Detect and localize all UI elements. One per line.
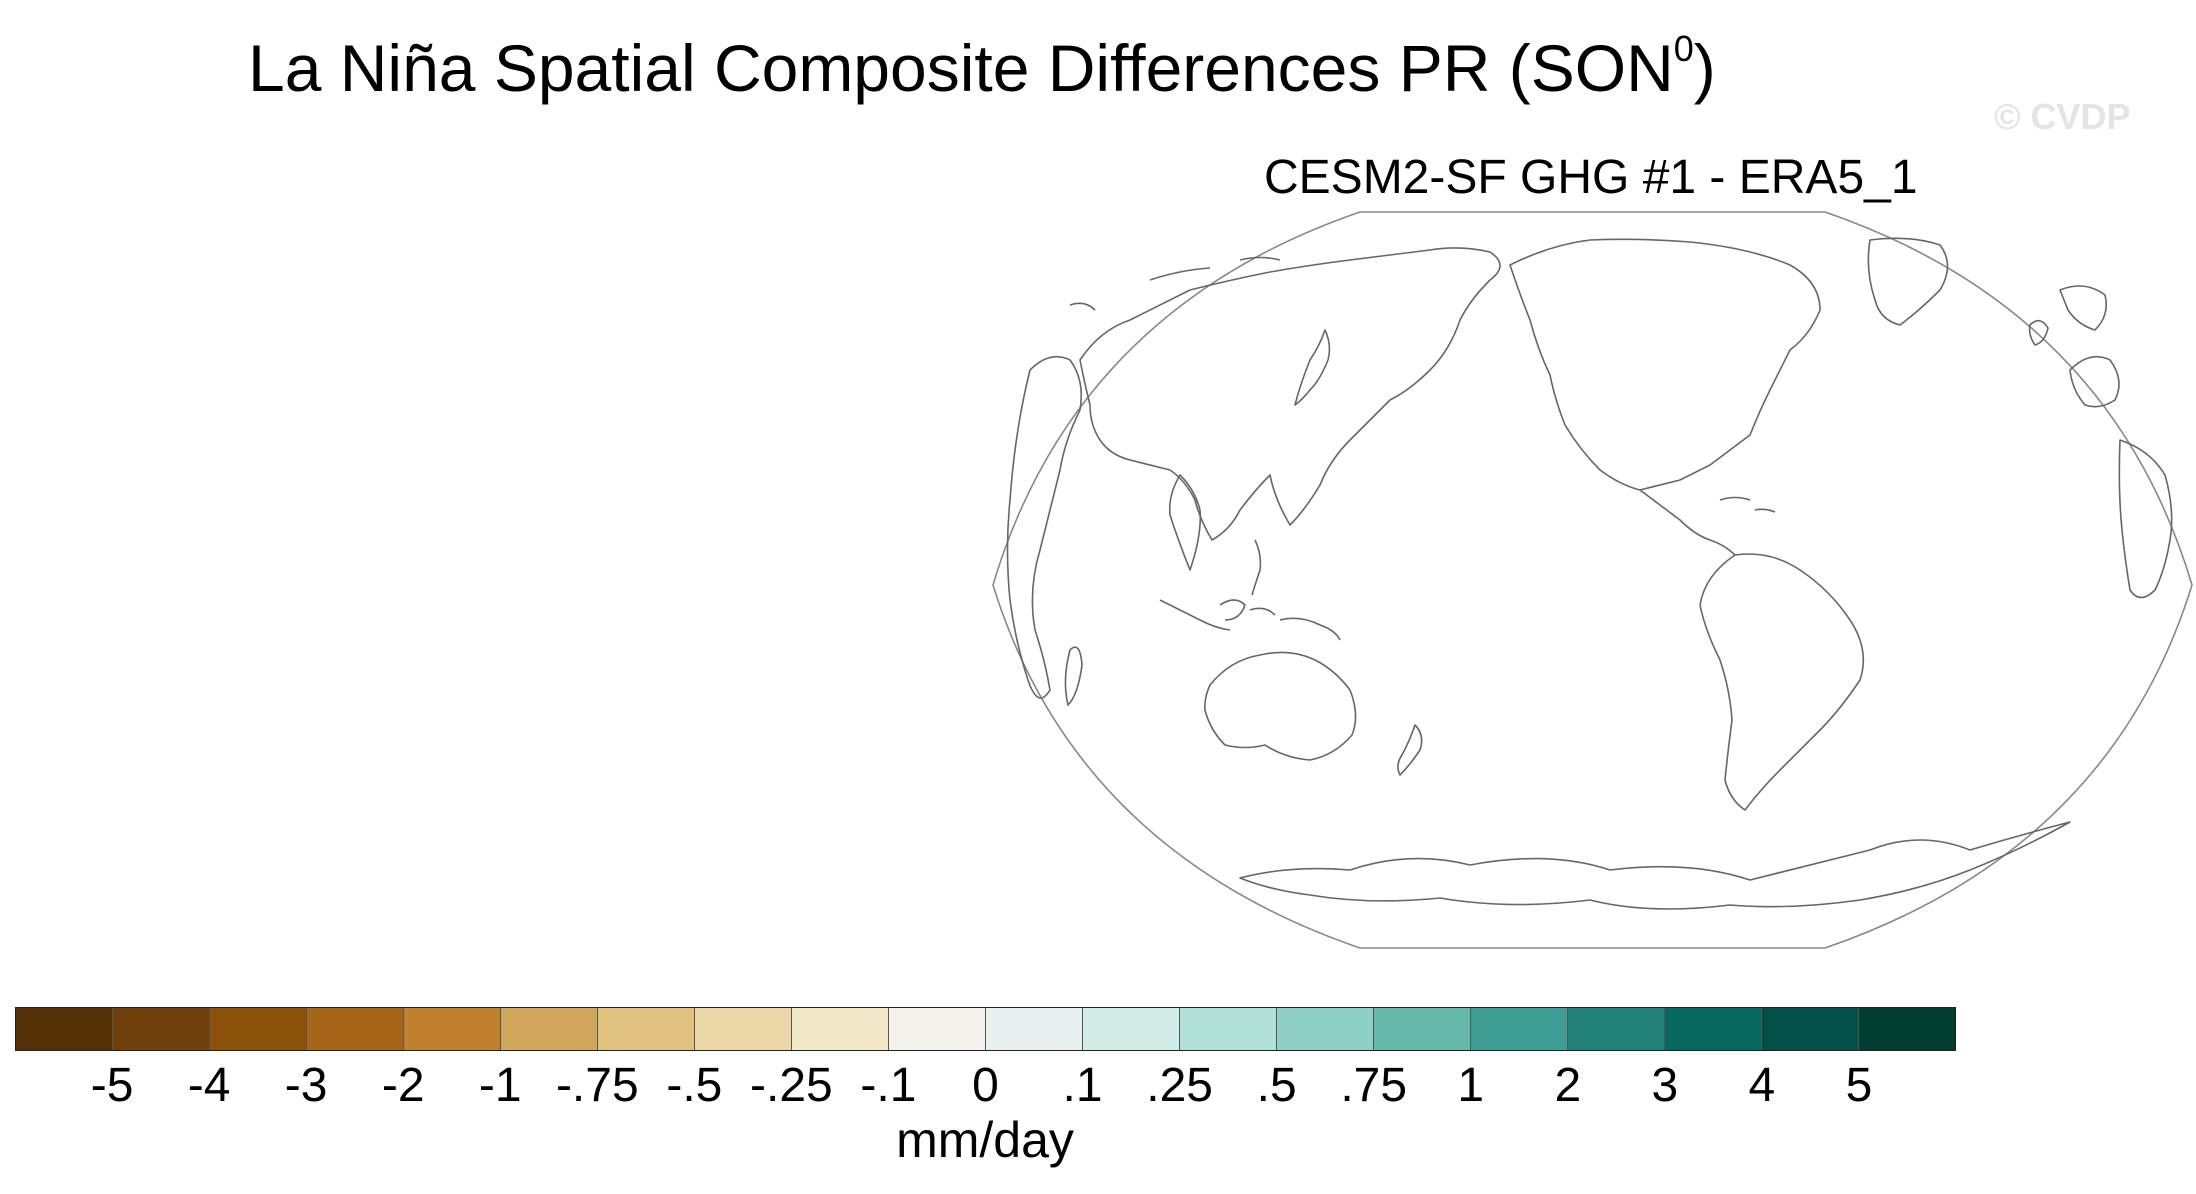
colorbar-tick-label: 5 xyxy=(1845,1059,1873,1112)
colorbar-tick-label: 3 xyxy=(1651,1059,1679,1112)
colorbar-tick-label: 4 xyxy=(1748,1059,1776,1112)
colorbar-swatch xyxy=(695,1008,792,1050)
colorbar-swatch xyxy=(1568,1008,1665,1050)
colorbar-swatch xyxy=(1374,1008,1471,1050)
colorbar-tick-label: .75 xyxy=(1340,1059,1408,1112)
colorbar-swatch xyxy=(598,1008,695,1050)
colorbar-swatch xyxy=(1665,1008,1762,1050)
colorbar-swatch xyxy=(1180,1008,1277,1050)
colorbar-tick-label: -.75 xyxy=(555,1059,639,1112)
map-outline xyxy=(992,211,2193,949)
colorbar-tick-labels: -5 -4 -3 -2 -1 -.75 -.5 -.25 -.1 0 .1 .25 .5 .75 1 2 3 4 5 xyxy=(15,1056,1956,1116)
colorbar-swatch xyxy=(16,1008,113,1050)
coast-western-europe xyxy=(2069,355,2120,408)
colorbar-swatch xyxy=(1471,1008,1568,1050)
colorbar-tick-label: -2 xyxy=(381,1059,425,1112)
coast-australia xyxy=(1204,651,1357,761)
colorbar-swatch xyxy=(1277,1008,1374,1050)
colorbar-tick-label: -3 xyxy=(284,1059,328,1112)
colorbar-swatch xyxy=(1762,1008,1859,1050)
colorbar-tick-label: .5 xyxy=(1256,1059,1297,1112)
coast-uk xyxy=(2028,319,2049,346)
coast-indonesia xyxy=(1159,599,1341,641)
coast-caribbean xyxy=(1719,496,1776,513)
main-title: La Niña Spatial Composite Differences PR… xyxy=(248,28,1716,108)
coast-central-america xyxy=(1639,489,1736,556)
panel-title: CESM2-SF GHG #1 - ERA5_1 xyxy=(1264,151,1918,204)
colorbar-swatch xyxy=(1083,1008,1180,1050)
colorbar-swatch xyxy=(113,1008,210,1050)
colorbar xyxy=(15,1007,1956,1051)
main-title-text: La Niña Spatial Composite Differences PR… xyxy=(248,31,1674,105)
colorbar-tick-label: .25 xyxy=(1146,1059,1213,1112)
coast-new-zealand xyxy=(1397,724,1423,776)
coast-greenland xyxy=(1867,237,1949,326)
colorbar-swatch xyxy=(307,1008,404,1050)
colorbar-units: mm/day xyxy=(896,1112,1074,1168)
main-title-close: ) xyxy=(1693,31,1716,105)
colorbar-tick-label: 1 xyxy=(1457,1059,1485,1112)
coast-north-america xyxy=(1509,238,1821,491)
watermark: © CVDP xyxy=(1994,96,2131,137)
coast-japan xyxy=(1294,329,1331,406)
coast-scandinavia xyxy=(2059,285,2108,331)
coast-africa xyxy=(1006,355,1083,699)
coast-philippines xyxy=(1251,539,1262,596)
colorbar-swatch xyxy=(792,1008,889,1050)
colorbar-tick-label: .1 xyxy=(1062,1059,1103,1112)
colorbar-tick-label: -.1 xyxy=(860,1059,917,1112)
world-map xyxy=(992,211,2193,949)
coast-eurasia xyxy=(1079,247,1501,541)
colorbar-swatch xyxy=(889,1008,986,1050)
colorbar-tick-label: -.25 xyxy=(750,1059,833,1112)
colorbar-swatch xyxy=(986,1008,1083,1050)
colorbar-tick-label: -4 xyxy=(187,1059,231,1112)
colorbar-tick-label: -.5 xyxy=(666,1059,723,1112)
main-title-superscript: 0 xyxy=(1673,28,1694,69)
coast-arctic-islands xyxy=(1069,256,1281,311)
colorbar-tick-label: 0 xyxy=(972,1059,999,1112)
colorbar-swatch xyxy=(1859,1008,1955,1050)
colorbar-swatch xyxy=(404,1008,501,1050)
colorbar-tick-label: 2 xyxy=(1554,1059,1582,1112)
colorbar-tick-label: -5 xyxy=(90,1059,134,1112)
coast-india xyxy=(1168,474,1202,571)
coast-south-america xyxy=(1699,553,1865,811)
colorbar-swatch xyxy=(210,1008,307,1050)
coast-madagascar xyxy=(1064,646,1083,706)
coast-antarctica xyxy=(1239,821,2071,910)
coast-west-africa xyxy=(2118,439,2173,599)
colorbar-swatch xyxy=(501,1008,598,1050)
colorbar-tick-label: -1 xyxy=(478,1059,522,1112)
